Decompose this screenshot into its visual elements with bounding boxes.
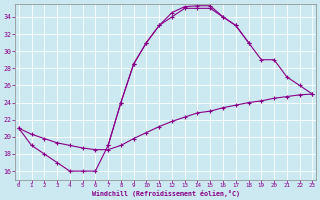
X-axis label: Windchill (Refroidissement éolien,°C): Windchill (Refroidissement éolien,°C) xyxy=(92,190,240,197)
